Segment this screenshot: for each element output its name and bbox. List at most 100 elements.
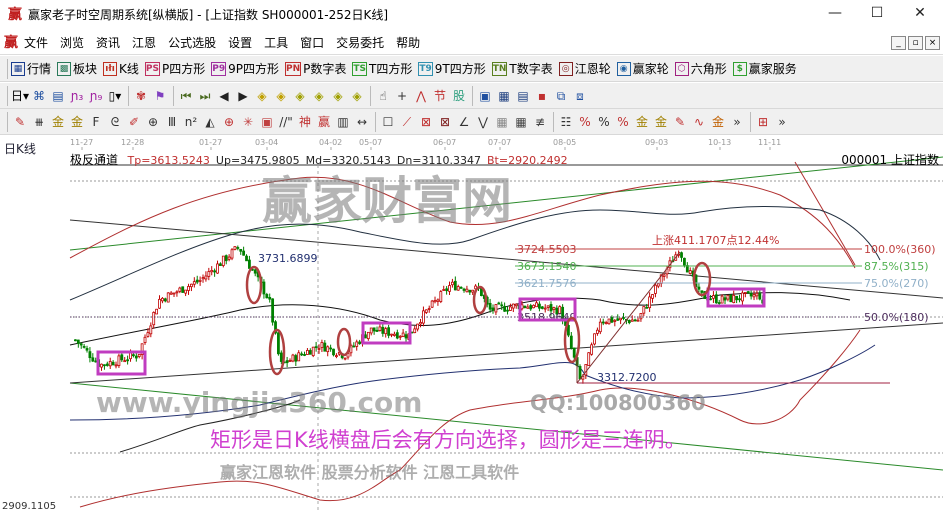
- indicator-9-icon[interactable]: ɲ₉: [89, 88, 103, 103]
- angle-icon[interactable]: ∠: [458, 114, 470, 129]
- toolbar-button-3[interactable]: PS P四方形: [144, 60, 205, 77]
- mdi-close-button[interactable]: ×: [925, 36, 940, 50]
- menu-item[interactable]: 江恩: [132, 35, 157, 50]
- diamond-right-icon[interactable]: ◈: [276, 88, 286, 103]
- maximize-button[interactable]: ☐: [870, 5, 884, 21]
- grid-2-icon[interactable]: ▦: [515, 114, 527, 129]
- bars-icon[interactable]: Ⅲ: [167, 114, 177, 129]
- toolbar-button-10[interactable]: ◉ 赢家轮: [616, 60, 669, 77]
- ying-icon[interactable]: 赢: [317, 114, 330, 129]
- more-2-icon[interactable]: »: [778, 114, 786, 129]
- lines-icon[interactable]: ≢: [534, 114, 546, 129]
- diamond-cross-icon[interactable]: ◈: [333, 88, 343, 103]
- toolbar-button-6[interactable]: TS T四方形: [352, 60, 412, 77]
- next-icon[interactable]: ▶: [238, 88, 248, 103]
- section-icon[interactable]: 节: [433, 88, 446, 103]
- toolbar-button-4[interactable]: P9 9P四方形: [211, 60, 279, 77]
- list-icon[interactable]: ▤: [517, 88, 529, 103]
- menu-item[interactable]: 工具: [264, 35, 289, 50]
- flag-icon[interactable]: ⚑: [154, 88, 166, 103]
- menu-item[interactable]: 交易委托: [336, 35, 385, 50]
- number-grid-icon[interactable]: ▥: [337, 114, 349, 129]
- toolbar-button-2[interactable]: ıłı K线: [103, 60, 139, 77]
- candle-type-icon[interactable]: ▯▾: [108, 88, 122, 103]
- toolbar-grip[interactable]: [7, 58, 8, 79]
- circle-grid-icon[interactable]: ⊕: [147, 114, 159, 129]
- diamond-expand-icon[interactable]: ◈: [295, 88, 305, 103]
- mdi-restore-button[interactable]: ▫: [908, 36, 923, 50]
- indicator-3-icon[interactable]: ɲ₃: [70, 88, 84, 103]
- toolbar-button-12[interactable]: $ 赢家服务: [732, 60, 797, 77]
- more-icon[interactable]: »: [733, 114, 741, 129]
- chart-style-icon[interactable]: ⌘: [33, 88, 45, 103]
- shen-icon[interactable]: 神: [298, 114, 311, 129]
- gold-3-icon[interactable]: 金: [711, 114, 724, 129]
- line-draw-icon[interactable]: ⋀: [416, 88, 426, 103]
- calculator-icon[interactable]: ▦: [498, 88, 510, 103]
- minimize-button[interactable]: —: [828, 5, 842, 21]
- save-icon[interactable]: ▪: [537, 88, 547, 103]
- menu-item[interactable]: 帮助: [396, 35, 421, 50]
- stock-icon[interactable]: 股: [452, 88, 465, 103]
- ruler-pen-icon[interactable]: ✐: [128, 114, 140, 129]
- mdi-minimize-button[interactable]: _: [891, 36, 906, 50]
- diamond-left-icon[interactable]: ◈: [257, 88, 267, 103]
- toolbar-grip[interactable]: [7, 85, 8, 106]
- parallel-icon[interactable]: ⧻: [33, 114, 45, 129]
- toolbar-button-1[interactable]: ▩ 板块: [57, 60, 97, 77]
- spiral-icon[interactable]: ᘓ: [110, 114, 120, 129]
- menu-logo-icon[interactable]: 赢: [4, 35, 18, 51]
- diamond-shrink-icon[interactable]: ◈: [314, 88, 324, 103]
- menu-item[interactable]: 文件: [24, 35, 49, 50]
- wave-icon[interactable]: ∿: [693, 114, 705, 129]
- gold-1-icon[interactable]: 金: [51, 114, 64, 129]
- diamond-vertical-icon[interactable]: ◈: [352, 88, 362, 103]
- first-icon[interactable]: ⏮: [180, 88, 192, 103]
- square-fan-icon[interactable]: ⊠: [420, 114, 432, 129]
- square-web-icon[interactable]: ▣: [261, 114, 273, 129]
- percent-lines-icon[interactable]: %: [617, 114, 629, 129]
- triangle-icon[interactable]: ◭: [205, 114, 215, 129]
- menu-item[interactable]: 窗口: [300, 35, 325, 50]
- toolbar-button-8[interactable]: TN T数字表: [491, 60, 553, 77]
- percent-slash-icon[interactable]: %: [579, 114, 591, 129]
- n2-icon[interactable]: n²: [184, 114, 198, 129]
- toolbar-button-5[interactable]: PN P数字表: [284, 60, 346, 77]
- gold-2-icon[interactable]: 金: [70, 114, 83, 129]
- hand-icon[interactable]: ☝: [379, 88, 387, 103]
- notes-icon[interactable]: ▤: [52, 88, 64, 103]
- kline-chart[interactable]: 11-27 12-28 01-27 03-04 04-02 05-07 06-07 07-07…: [0, 136, 943, 512]
- fan-icon[interactable]: ⟋: [402, 114, 412, 129]
- gold-lines-icon[interactable]: 金: [654, 114, 667, 129]
- menu-item[interactable]: 资讯: [96, 35, 121, 50]
- grid-color-icon[interactable]: ⊞: [757, 114, 769, 129]
- map-icon[interactable]: ✾: [135, 88, 147, 103]
- close-button[interactable]: ✕: [914, 5, 926, 21]
- square-fan-2-icon[interactable]: ⊠: [439, 114, 451, 129]
- star-icon[interactable]: ✳: [242, 114, 254, 129]
- calendar-icon[interactable]: ▣: [479, 88, 491, 103]
- menu-item[interactable]: 公式选股: [168, 35, 217, 50]
- v-icon[interactable]: ⋁: [478, 114, 488, 129]
- percent-icon[interactable]: %: [598, 114, 610, 129]
- toolbar-button-0[interactable]: ▦ 行情: [11, 60, 51, 77]
- pen-icon[interactable]: ✎: [14, 114, 26, 129]
- grid-icon[interactable]: ▦: [496, 114, 508, 129]
- toolbar-grip[interactable]: [7, 111, 8, 132]
- connect-icon[interactable]: ⧉: [556, 88, 566, 103]
- menu-item[interactable]: 浏览: [60, 35, 85, 50]
- toolbar-button-7[interactable]: T9 9T四方形: [418, 60, 486, 77]
- period-daily-icon[interactable]: 日▾: [11, 88, 30, 103]
- prev-icon[interactable]: ◀: [219, 88, 229, 103]
- width-icon[interactable]: ↔: [356, 114, 368, 129]
- network-icon[interactable]: ⧈: [576, 88, 584, 103]
- pen-bar-icon[interactable]: ✎: [674, 114, 686, 129]
- toolbar-button-9[interactable]: ◎ 江恩轮: [558, 60, 611, 77]
- menu-item[interactable]: 设置: [228, 35, 253, 50]
- crosshair-icon[interactable]: +: [396, 88, 408, 103]
- toolbar-button-11[interactable]: ⬡ 六角形: [674, 60, 727, 77]
- chart-canvas[interactable]: 11-27 12-28 01-27 03-04 04-02 05-07 06-07 07-07…: [0, 136, 943, 512]
- f-icon[interactable]: F: [92, 114, 100, 129]
- last-icon[interactable]: ⏭: [199, 88, 211, 103]
- gold-circle-icon[interactable]: 金: [635, 114, 648, 129]
